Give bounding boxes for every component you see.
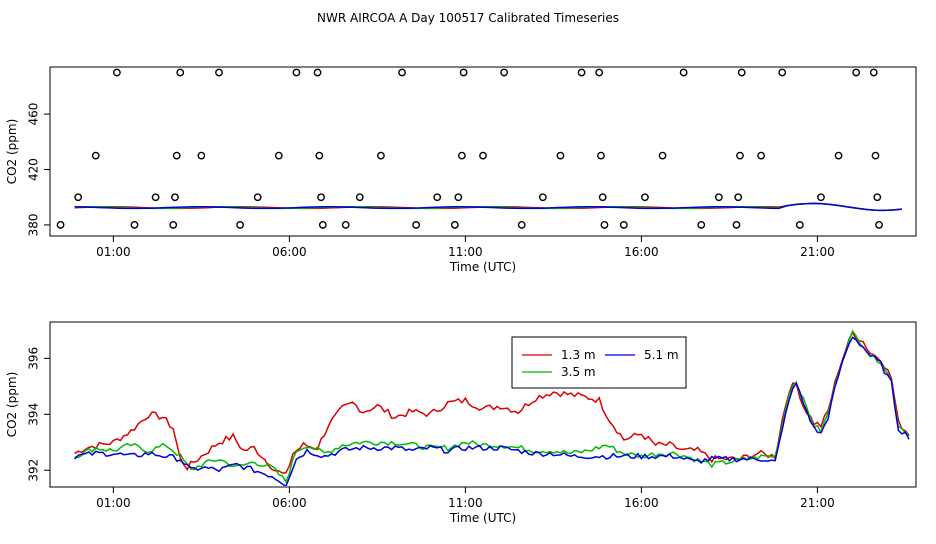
data-point [679, 68, 688, 77]
plot-frame [49, 66, 917, 237]
data-point [538, 193, 547, 202]
data-point [732, 221, 741, 229]
x-tick-label: 21:00 [800, 245, 835, 259]
data-point [697, 221, 706, 229]
data-point [736, 151, 744, 160]
legend: 1.3 m 3.5 m 5.1 m [511, 336, 687, 389]
x-axis-label: Time (UTC) [449, 511, 516, 525]
data-point [176, 68, 185, 77]
data-point [172, 151, 181, 160]
bottom-panel: 01:00 06:00 11:00 16:00 21:00 392 394 396 Time (… [5, 321, 917, 525]
data-point [737, 68, 746, 77]
legend-label: 5.1 m [644, 348, 679, 362]
chart-title: NWR AIRCOA A Day 100517 Calibrated Times… [317, 11, 619, 25]
data-point [315, 151, 324, 160]
y-axis-label: CO2 (ppm) [5, 119, 19, 185]
data-point [598, 193, 607, 202]
x-tick-label: 06:00 [272, 496, 307, 510]
x-tick-label: 11:00 [448, 496, 483, 510]
data-point [795, 221, 804, 229]
data-point [274, 151, 283, 160]
x-axis-label: Time (UTC) [449, 260, 516, 274]
data-point [875, 221, 883, 229]
series-line-51m [74, 336, 910, 486]
plot-area [74, 329, 910, 486]
data-point [454, 193, 463, 202]
data-point [91, 151, 100, 160]
data-point [517, 221, 526, 229]
data-point [457, 151, 466, 160]
data-point [317, 193, 325, 202]
y-tick-label: 420 [27, 158, 41, 181]
data-point [873, 193, 882, 202]
y-tick-label: 460 [27, 103, 41, 126]
data-point [852, 68, 861, 77]
legend-box [511, 336, 687, 389]
data-point [292, 68, 301, 77]
y-axis-label: CO2 (ppm) [5, 372, 19, 438]
data-point [56, 221, 65, 229]
data-point [398, 68, 406, 77]
data-point [714, 193, 723, 202]
data-point [197, 151, 206, 160]
data-point [74, 193, 83, 202]
data-point [341, 221, 350, 229]
data-point [619, 221, 628, 229]
data-point [778, 68, 787, 77]
data-point [658, 151, 667, 160]
x-tick-label: 01:00 [96, 496, 131, 510]
plot-frame [49, 321, 917, 488]
series-line-51m [74, 202, 902, 212]
x-tick-label: 01:00 [96, 245, 131, 259]
legend-label: 1.3 m [561, 348, 596, 362]
data-point [500, 68, 509, 77]
legend-label: 3.5 m [561, 365, 596, 379]
data-point [600, 221, 609, 229]
data-point [215, 68, 223, 77]
data-point [869, 68, 878, 77]
data-point [130, 221, 139, 229]
data-point [171, 193, 179, 202]
data-point [151, 193, 160, 202]
x-tick-label: 16:00 [624, 245, 659, 259]
x-tick-label: 16:00 [624, 496, 659, 510]
data-point [479, 151, 487, 160]
y-tick-label: 392 [27, 459, 41, 482]
data-point [597, 151, 605, 160]
data-point [355, 193, 364, 202]
data-point [253, 193, 262, 202]
top-panel: 01:00 06:00 11:00 16:00 21:00 380 420 460 Time (… [5, 66, 917, 274]
x-tick-label: 21:00 [800, 496, 835, 510]
data-point [595, 68, 604, 77]
data-point [459, 68, 468, 77]
data-point [112, 68, 121, 77]
data-point [641, 193, 649, 202]
data-point [757, 151, 766, 160]
plot-area [56, 68, 902, 229]
y-tick-label: 396 [27, 347, 41, 370]
y-tick-label: 380 [27, 213, 41, 236]
data-point [318, 221, 327, 229]
x-tick-label: 11:00 [448, 245, 483, 259]
y-tick-label: 394 [27, 403, 41, 426]
data-point [577, 68, 586, 77]
data-point [734, 193, 743, 202]
data-point [556, 151, 565, 160]
data-point [817, 193, 825, 202]
data-point [377, 151, 385, 160]
data-point [450, 221, 459, 229]
data-point [236, 221, 244, 229]
series-line-13m [74, 331, 910, 474]
data-point [412, 221, 421, 229]
x-tick-label: 06:00 [272, 245, 307, 259]
data-point [313, 68, 322, 77]
data-point [169, 221, 178, 229]
data-point [433, 193, 442, 202]
data-point [834, 151, 843, 160]
data-point [871, 151, 880, 160]
